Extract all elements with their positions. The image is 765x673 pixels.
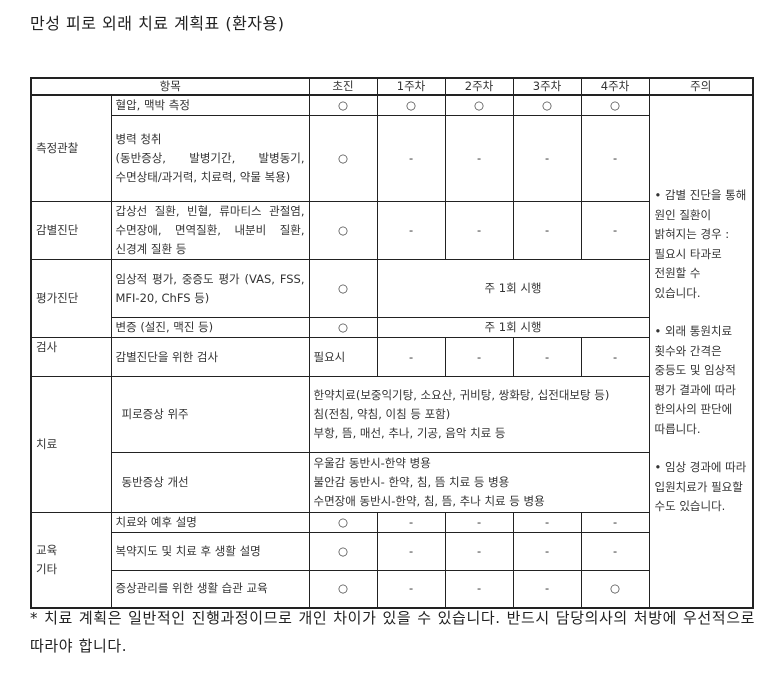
table-row: 복약지도 및 치료 후 생활 설명 ○ - - - - — [31, 532, 753, 571]
item-label: 갑상선 질환, 빈혈, 류마티스 관절염, 수면장애, 면역질환, 내분비 질환… — [110, 201, 310, 260]
note-item: • 임상 경과에 따라 입원치료가 필요할 수도 있습니다. — [654, 460, 747, 513]
schedule-cell: ○ — [512, 94, 582, 116]
schedule-cell: - — [580, 337, 650, 377]
table-row: 교육 기타 치료와 예후 설명 ○ - - - - — [30, 512, 753, 608]
group-label: 교육 기타 — [30, 512, 112, 608]
header-initial: 초진 — [308, 77, 378, 96]
treatment-line: 침(전침, 약침, 이침 등 포함) — [313, 407, 451, 421]
header-week1: 1주차 — [376, 77, 446, 96]
schedule-cell: - — [444, 337, 514, 377]
schedule-cell: ○ — [308, 570, 378, 608]
schedule-cell: - — [580, 115, 650, 202]
note-item: • 감별 진단을 통해 원인 질환이 밝혀지는 경우 : 필요시 타과로 전원할… — [654, 188, 747, 300]
schedule-cell: - — [444, 201, 514, 260]
table-row: 증상관리를 위한 생활 습관 교육 ○ - - - ○ — [31, 570, 753, 608]
schedule-cell: - — [444, 570, 514, 608]
schedule-cell: - — [512, 532, 582, 571]
notes-cell: • 감별 진단을 통해 원인 질환이 밝혀지는 경우 : 필요시 타과로 전원할… — [648, 94, 754, 608]
table-row: 검사 감별진단을 위한 검사 필요시 - - - - — [30, 337, 753, 377]
item-label: 변증 (설진, 맥진 등) — [110, 317, 310, 338]
schedule-cell: - — [376, 570, 446, 608]
footer-disclaimer: * 치료 계획은 일반적인 진행과정이므로 개인 차이가 있을 수 있습니다. … — [30, 609, 755, 655]
schedule-cell: ○ — [308, 201, 378, 260]
schedule-cell: - — [580, 512, 650, 533]
schedule-cell: ○ — [308, 532, 378, 571]
schedule-cell: ○ — [308, 259, 378, 318]
item-label: 병력 청취 (동반증상, 발병기간, 발병동기, 수면상태/과거력, 치료력, … — [110, 115, 310, 202]
item-label: 치료와 예후 설명 — [110, 512, 310, 533]
schedule-cell: 필요시 — [308, 337, 378, 377]
header-notes: 주의 — [648, 77, 754, 96]
group-label: 치료 — [30, 376, 112, 513]
treatment-line: 불안감 동반시- 한약, 침, 뜸 치료 등 병용 — [313, 475, 510, 489]
treatment-plan-table: 항목 초진 1주차 2주차 3주차 4주차 주의 측정관찰 혈압, 맥박 측정 ○ ○… — [30, 77, 755, 609]
schedule-cell: - — [444, 115, 514, 202]
item-label: 임상적 평가, 중증도 평가 (VAS, FSS, MFI-20, ChFS 등… — [110, 259, 310, 318]
schedule-cell: ○ — [580, 94, 650, 116]
schedule-cell: ○ — [444, 94, 514, 116]
schedule-cell: ○ — [376, 94, 446, 116]
table-row: 병력 청취 (동반증상, 발병기간, 발병동기, 수면상태/과거력, 치료력, … — [31, 115, 753, 202]
schedule-cell: - — [376, 512, 446, 533]
note-item: • 외래 통원치료 횟수와 간격은 중등도 및 임상적 평가 결과에 따라 한의… — [654, 324, 736, 436]
table-row: 감별진단 갑상선 질환, 빈혈, 류마티스 관절염, 수면장애, 면역질환, 내분… — [30, 201, 753, 260]
schedule-cell: ○ — [308, 512, 378, 533]
table-row: 평가진단 임상적 평가, 중증도 평가 (VAS, FSS, MFI-20, Ch… — [30, 259, 753, 338]
schedule-cell: ○ — [580, 570, 650, 608]
schedule-cell: - — [444, 532, 514, 571]
schedule-span: 주 1회 시행 — [376, 259, 650, 318]
schedule-cell: - — [376, 337, 446, 377]
schedule-cell: - — [580, 201, 650, 260]
group-label: 감별진단 — [30, 201, 112, 260]
schedule-cell: - — [444, 512, 514, 533]
schedule-cell: - — [512, 512, 582, 533]
schedule-cell: - — [376, 115, 446, 202]
schedule-cell: ○ — [308, 94, 378, 116]
schedule-cell: ○ — [308, 317, 378, 338]
item-label: 혈압, 맥박 측정 — [110, 94, 310, 116]
treatment-line: 우울감 동반시-한약 병용 — [313, 456, 431, 470]
item-label: 복약지도 및 치료 후 생활 설명 — [110, 532, 310, 571]
treatment-line: 한약치료(보중익기탕, 소요산, 귀비탕, 쌍화탕, 십전대보탕 등) — [313, 388, 610, 402]
table-row: 측정관찰 혈압, 맥박 측정 ○ ○ ○ ○ ○ • 감별 진단을 통해 원인 질환이 밝혀지… — [30, 94, 754, 608]
schedule-cell: - — [512, 201, 582, 260]
item-label: 증상관리를 위한 생활 습관 교육 — [110, 570, 310, 608]
header-item: 항목 — [30, 77, 310, 96]
schedule-cell: - — [512, 337, 582, 377]
item-label: 피로증상 위주 — [110, 376, 310, 453]
schedule-cell: - — [512, 115, 582, 202]
schedule-cell: - — [512, 570, 582, 608]
schedule-cell: - — [376, 201, 446, 260]
group-label: 검사 — [30, 337, 112, 377]
schedule-cell: - — [376, 532, 446, 571]
table-row: 치료 피로증상 위주 한약치료(보중익기탕, 소요산, 귀비탕, 쌍화탕, 십전대보… — [30, 376, 753, 513]
schedule-cell: - — [580, 532, 650, 571]
header-week2: 2주차 — [444, 77, 514, 96]
item-label: 감별진단을 위한 검사 — [110, 337, 310, 377]
treatment-line: 수면장애 동반시-한약, 침, 뜸, 추나 치료 등 병용 — [313, 494, 545, 508]
page-title: 만성 피로 외래 치료 계획표 (환자용) — [30, 14, 285, 33]
item-label: 동반증상 개선 — [110, 452, 310, 513]
header-week4: 4주차 — [580, 77, 650, 96]
treatment-line: 부항, 뜸, 매선, 추나, 기공, 음악 치료 등 — [313, 426, 506, 440]
table-header-row: 항목 초진 1주차 2주차 3주차 4주차 주의 — [30, 77, 754, 96]
treatment-detail: 한약치료(보중익기탕, 소요산, 귀비탕, 쌍화탕, 십전대보탕 등) 침(전침,… — [308, 376, 650, 453]
header-week3: 3주차 — [512, 77, 582, 96]
schedule-span: 주 1회 시행 — [376, 317, 650, 338]
group-label: 측정관찰 — [30, 94, 112, 202]
group-label: 평가진단 — [30, 259, 112, 338]
schedule-cell: ○ — [308, 115, 378, 202]
table-row: 변증 (설진, 맥진 등) ○ 주 1회 시행 — [31, 317, 753, 338]
